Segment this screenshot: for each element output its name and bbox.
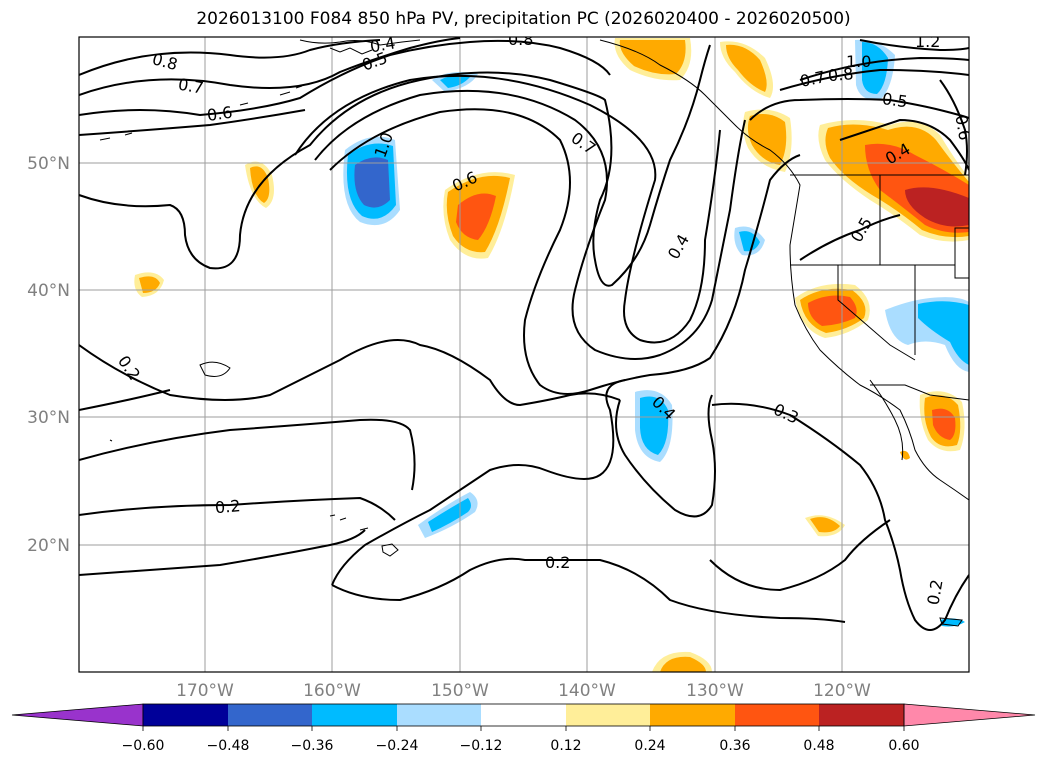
precip-shading: [134, 38, 969, 672]
pv-contours: [79, 37, 969, 631]
colorbar-tick-label: −0.48: [207, 738, 250, 754]
contour-label: 0.5: [881, 89, 909, 111]
lat-label: 30°N: [27, 408, 70, 428]
map-frame: [78, 36, 970, 673]
colorbar-segment: [650, 704, 735, 726]
contour-label: 0.2: [545, 553, 570, 572]
colorbar-segment: [397, 704, 481, 726]
contour-label: 0.4: [368, 33, 396, 56]
contour-label: 0.5: [847, 214, 876, 246]
colorbar-segment: [228, 704, 312, 726]
contour-label: 0.4: [664, 231, 693, 263]
colorbar-tick-label: 0.12: [550, 738, 581, 754]
colorbar: −0.60 −0.48 −0.36 −0.24 −0.12 0.12 0.24 …: [11, 703, 1036, 754]
latitude-labels: 50°N 40°N 30°N 20°N: [27, 154, 70, 556]
contour-label: 0.7: [798, 67, 827, 91]
contour-label: 1.0: [846, 52, 871, 71]
colorbar-segment: [735, 704, 819, 726]
contour-label: 0.3: [771, 400, 802, 428]
colorbar-tick-label: 0.36: [719, 738, 750, 754]
lat-label: 20°N: [27, 536, 70, 556]
colorbar-tick-label: −0.24: [376, 738, 419, 754]
colorbar-tick-label: 0.24: [634, 738, 665, 754]
colorbar-segment: [566, 704, 650, 726]
lon-label: 130°W: [686, 681, 744, 701]
colorbar-tick-label: 0.48: [803, 738, 834, 754]
map-area: 0.8 0.7 0.6 0.4 0.5 0.8 1.2 1.0 0.7 0.8 …: [79, 30, 974, 672]
longitude-labels: 170°W 160°W 150°W 140°W 130°W 120°W: [176, 681, 871, 701]
lon-label: 170°W: [176, 681, 234, 701]
colorbar-segment: [819, 704, 904, 726]
graticule: [79, 37, 969, 672]
colorbar-segment: [312, 704, 397, 726]
contour-label: 0.2: [114, 352, 144, 384]
colorbar-tick-label: −0.36: [291, 738, 334, 754]
colorbar-extend-high: [903, 703, 1036, 727]
plot-title: 2026013100 F084 850 hPa PV, precipitatio…: [196, 9, 851, 29]
lat-label: 40°N: [27, 281, 70, 301]
contour-label: 0.8: [827, 64, 854, 85]
contour-label: 0.7: [568, 128, 600, 158]
contour-label: 0.6: [206, 103, 234, 125]
lon-label: 160°W: [303, 681, 361, 701]
colorbar-segment: [143, 704, 228, 726]
contour-label: 0.2: [923, 578, 946, 606]
colorbar-tick-label: 0.60: [888, 738, 919, 754]
lon-label: 150°W: [431, 681, 489, 701]
contour-label: 0.7: [177, 75, 205, 98]
lat-label: 50°N: [27, 154, 70, 174]
lon-label: 120°W: [813, 681, 871, 701]
lon-label: 140°W: [558, 681, 616, 701]
contour-label: 0.2: [214, 496, 241, 517]
colorbar-extend-low: [11, 703, 144, 727]
contour-label: 0.8: [508, 30, 533, 49]
contour-label: 0.6: [951, 113, 974, 141]
contour-label: 1.2: [915, 32, 940, 51]
colorbar-tick-label: −0.60: [122, 738, 165, 754]
colorbar-segment: [481, 704, 566, 726]
colorbar-tick-label: −0.12: [460, 738, 503, 754]
